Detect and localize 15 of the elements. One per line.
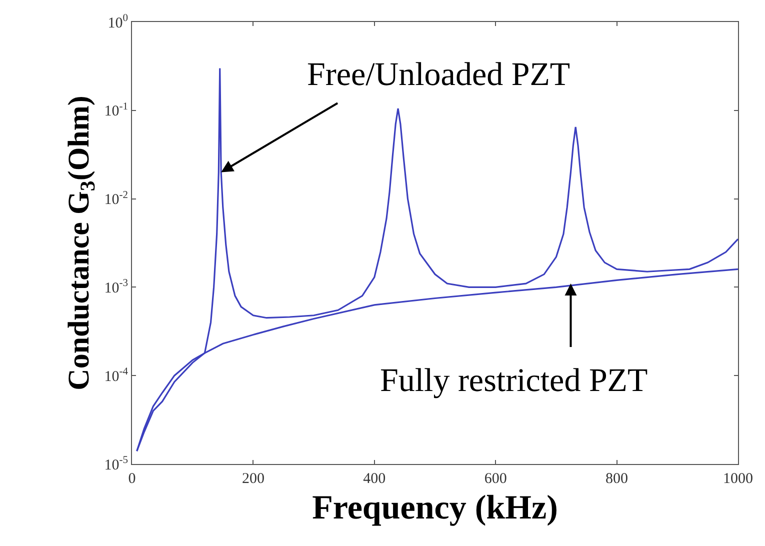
x-tick-label: 400 <box>363 471 386 487</box>
y-tick-label: 10$^{-4}$ <box>104 366 129 385</box>
x-tick-label: 800 <box>606 471 628 487</box>
annotation: Free/Unloaded PZT <box>307 57 570 93</box>
y-tick-label: 10$^{-2}$ <box>104 190 128 208</box>
x-axis-title: Frequency (kHz) <box>312 489 558 526</box>
y-tick-label: 10$^{-3}$ <box>104 278 128 296</box>
x-tick-label: 600 <box>484 471 507 487</box>
y-tick-label: 10$^{-1}$ <box>104 101 128 120</box>
x-tick-label: 0 <box>128 471 136 487</box>
x-tick-label: 1000 <box>723 471 753 487</box>
y-tick-label: 10$^{0}$ <box>108 12 128 32</box>
annotation: Fully restricted PZT <box>380 363 648 399</box>
y-tick-label: 10$^{-5}$ <box>104 454 128 474</box>
x-tick-label: 200 <box>242 471 264 487</box>
